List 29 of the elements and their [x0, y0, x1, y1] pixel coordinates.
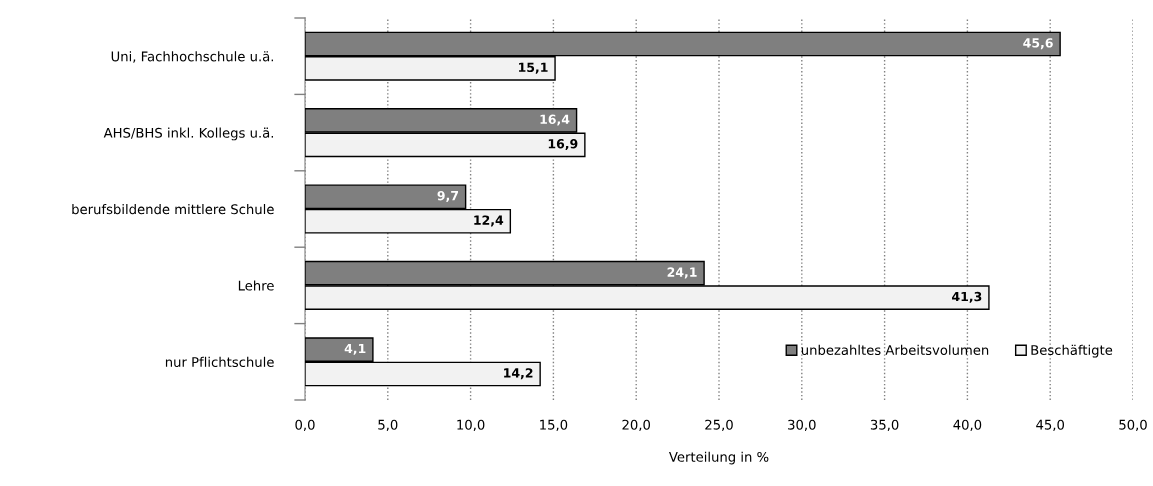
x-tick-label: 35,0 [870, 419, 899, 431]
legend-label: Beschäftigte [1031, 344, 1113, 358]
x-tick-label: 50,0 [1119, 419, 1147, 431]
y-tick-label: berufsbildende mittlere Schule [72, 203, 274, 215]
y-tick-label: nur Pflichtschule [165, 356, 274, 367]
x-tick-label: 45,0 [1036, 419, 1065, 431]
x-axis-title: Verteilung in % [668, 451, 769, 465]
x-tick-label: 25,0 [705, 419, 733, 431]
data-label: 45,6 [1023, 38, 1053, 50]
x-tick-label: 40,0 [953, 419, 982, 431]
data-label: 16,9 [548, 139, 578, 151]
data-label: 4,1 [344, 343, 366, 355]
data-label: 15,1 [519, 62, 548, 74]
y-tick-label: Uni, Fachhochschule u.ä. [111, 51, 274, 63]
legend-label: unbezahltes Arbeitsvolumen [801, 344, 989, 356]
x-tick-label: 5,0 [378, 419, 398, 431]
x-tick-label: 0,0 [295, 419, 315, 431]
data-label: 24,1 [667, 267, 697, 279]
data-label: 9,7 [437, 190, 459, 202]
y-tick-label: AHS/BHS inkl. Kollegs u.ä. [103, 127, 274, 141]
data-label: 12,4 [474, 215, 504, 227]
x-tick-label: 15,0 [540, 419, 568, 431]
x-tick-label: 20,0 [622, 419, 651, 431]
data-label: 16,4 [540, 114, 570, 126]
x-tick-label: 30,0 [788, 419, 816, 431]
data-label: 41,3 [952, 291, 982, 303]
x-tick-label: 10,0 [457, 419, 485, 431]
data-label: 14,2 [504, 368, 533, 380]
y-tick-label: Lehre [238, 280, 274, 291]
